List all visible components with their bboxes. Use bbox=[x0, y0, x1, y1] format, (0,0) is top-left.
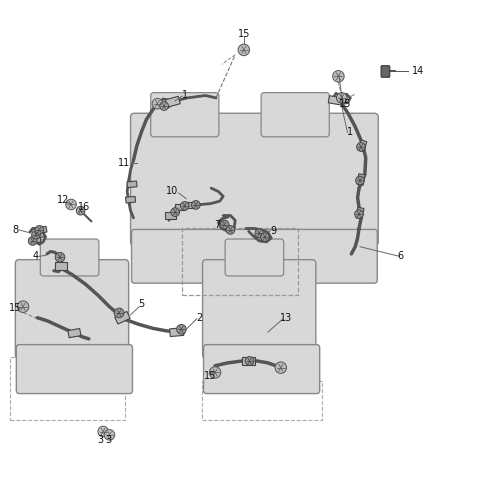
Bar bbox=[202, 381, 322, 420]
FancyBboxPatch shape bbox=[131, 113, 378, 246]
Text: 12: 12 bbox=[57, 195, 70, 205]
Text: 15: 15 bbox=[9, 303, 22, 313]
FancyBboxPatch shape bbox=[225, 239, 284, 276]
Bar bbox=[182, 227, 298, 295]
FancyBboxPatch shape bbox=[381, 66, 390, 77]
Bar bbox=[357, 174, 365, 185]
Text: 1: 1 bbox=[348, 127, 353, 137]
Circle shape bbox=[152, 99, 163, 109]
Circle shape bbox=[98, 426, 108, 437]
Text: 9: 9 bbox=[271, 226, 276, 236]
Bar bbox=[187, 202, 197, 208]
FancyBboxPatch shape bbox=[261, 93, 329, 137]
Bar bbox=[356, 207, 364, 219]
Circle shape bbox=[17, 301, 29, 312]
Circle shape bbox=[28, 236, 37, 245]
Text: 8: 8 bbox=[12, 225, 18, 235]
Bar bbox=[32, 236, 40, 242]
FancyBboxPatch shape bbox=[40, 239, 99, 276]
Circle shape bbox=[255, 229, 264, 237]
Text: 4: 4 bbox=[33, 252, 39, 261]
Circle shape bbox=[220, 220, 229, 229]
Text: 1: 1 bbox=[182, 91, 188, 101]
Circle shape bbox=[238, 44, 250, 56]
Circle shape bbox=[32, 230, 40, 239]
Bar bbox=[175, 204, 185, 210]
FancyBboxPatch shape bbox=[132, 229, 377, 283]
Text: 6: 6 bbox=[398, 252, 404, 261]
Bar bbox=[127, 181, 137, 188]
Circle shape bbox=[160, 102, 168, 110]
Bar bbox=[37, 226, 47, 233]
Circle shape bbox=[226, 225, 235, 234]
Circle shape bbox=[245, 357, 254, 365]
Text: 15: 15 bbox=[238, 29, 250, 39]
Bar bbox=[56, 262, 67, 270]
Circle shape bbox=[177, 324, 186, 334]
Circle shape bbox=[355, 210, 363, 218]
Bar bbox=[169, 328, 184, 337]
Circle shape bbox=[35, 225, 44, 234]
Circle shape bbox=[66, 199, 76, 210]
Bar bbox=[10, 357, 125, 420]
Text: 3: 3 bbox=[105, 435, 111, 445]
FancyBboxPatch shape bbox=[203, 260, 316, 359]
Bar bbox=[68, 328, 81, 338]
Circle shape bbox=[55, 253, 65, 262]
Bar bbox=[358, 140, 367, 152]
Bar bbox=[165, 212, 176, 219]
Text: 10: 10 bbox=[166, 187, 178, 197]
Circle shape bbox=[333, 70, 344, 82]
Circle shape bbox=[357, 142, 365, 151]
FancyBboxPatch shape bbox=[15, 260, 129, 359]
Bar bbox=[35, 231, 44, 238]
Bar bbox=[126, 196, 135, 203]
Text: 7: 7 bbox=[214, 220, 220, 230]
Text: 11: 11 bbox=[118, 158, 130, 167]
Bar bbox=[165, 96, 180, 107]
Text: 5: 5 bbox=[138, 299, 145, 309]
Circle shape bbox=[336, 93, 347, 103]
Circle shape bbox=[209, 367, 221, 378]
Circle shape bbox=[261, 233, 269, 241]
Text: 2: 2 bbox=[196, 313, 203, 323]
FancyBboxPatch shape bbox=[16, 345, 132, 393]
Text: 15: 15 bbox=[204, 371, 216, 381]
Bar bbox=[328, 96, 342, 105]
Bar bbox=[242, 357, 255, 365]
Circle shape bbox=[192, 201, 200, 209]
Text: 15: 15 bbox=[339, 99, 352, 109]
Circle shape bbox=[114, 308, 124, 318]
Text: 3: 3 bbox=[98, 435, 104, 445]
Circle shape bbox=[180, 202, 189, 210]
Circle shape bbox=[356, 176, 364, 185]
Circle shape bbox=[275, 362, 287, 373]
Circle shape bbox=[76, 206, 85, 215]
Text: 13: 13 bbox=[279, 313, 292, 323]
Circle shape bbox=[104, 430, 115, 440]
Bar bbox=[115, 311, 130, 324]
FancyBboxPatch shape bbox=[204, 345, 320, 393]
FancyBboxPatch shape bbox=[151, 93, 219, 137]
Text: 14: 14 bbox=[411, 66, 424, 76]
Text: 16: 16 bbox=[78, 202, 90, 212]
Circle shape bbox=[171, 208, 180, 216]
